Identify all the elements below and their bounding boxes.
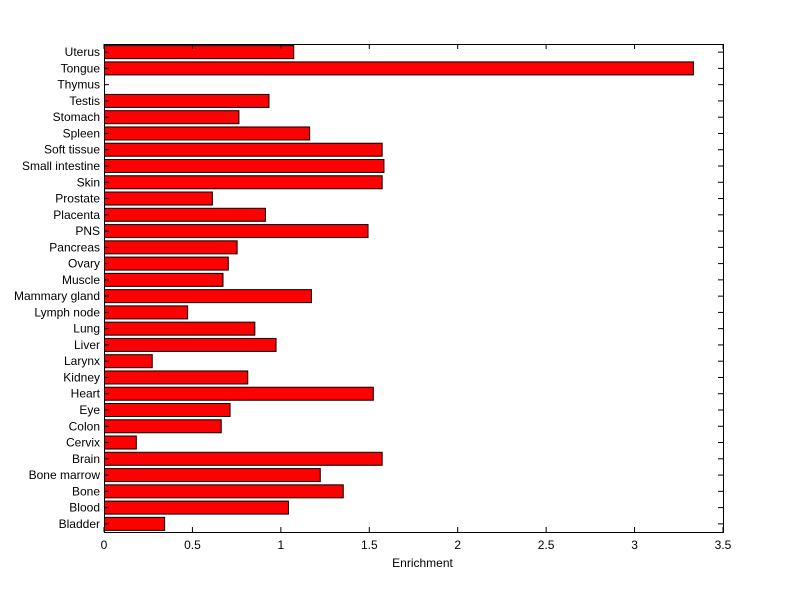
category-label: Blood [69, 501, 100, 515]
bar-eye [104, 402, 231, 417]
category-label: Testis [69, 94, 100, 108]
category-label: Colon [69, 419, 100, 433]
x-tick-label: 2 [454, 538, 461, 552]
bar-skin [104, 175, 383, 190]
bar-testis [104, 93, 270, 108]
bar-spleen [104, 126, 311, 141]
ticks-layer [103, 44, 724, 532]
bar-bladder [104, 516, 166, 531]
x-tick-label: 2.5 [538, 538, 555, 552]
category-label: Larynx [64, 354, 100, 368]
x-tick-label: 1 [278, 538, 285, 552]
bar-blood [104, 500, 289, 515]
bar-muscle [104, 272, 224, 287]
category-label: Cervix [66, 436, 100, 450]
bar-brain [104, 451, 383, 466]
bar-bone-marrow [104, 468, 321, 483]
bar-colon [104, 419, 222, 434]
bar-lung [104, 321, 256, 336]
bars-layer [104, 45, 694, 531]
category-label: Bone marrow [29, 468, 101, 482]
bar-tongue [104, 61, 694, 76]
x-tick-label: 0.5 [184, 538, 201, 552]
plot-area-frame [104, 44, 724, 533]
category-label: Small intestine [22, 159, 100, 173]
category-label: Thymus [57, 78, 100, 92]
category-label: Bladder [59, 517, 100, 531]
x-tick-label: 3.5 [715, 538, 732, 552]
category-label: Kidney [63, 370, 100, 384]
category-label: Heart [71, 387, 101, 401]
bar-kidney [104, 370, 249, 385]
x-axis-label: Enrichment [392, 556, 453, 570]
bar-ovary [104, 256, 229, 271]
bar-bone [104, 484, 344, 499]
bar-lymph-node [104, 305, 189, 320]
category-label: Spleen [63, 126, 100, 140]
category-label: PNS [75, 224, 100, 238]
bar-placenta [104, 207, 266, 222]
bar-mammary-gland [104, 289, 312, 304]
x-tick-label: 1.5 [361, 538, 378, 552]
category-label: Lung [73, 322, 100, 336]
x-tick-label: 0 [101, 538, 108, 552]
category-label: Uterus [65, 45, 100, 59]
x-tick-label: 3 [631, 538, 638, 552]
x-tick-labels: 0 0.5 1 1.5 2 2.5 3 3.5 [101, 538, 732, 552]
category-label: Eye [79, 403, 100, 417]
category-label: Liver [74, 338, 100, 352]
category-label: Mammary gland [14, 289, 100, 303]
category-label: Soft tissue [44, 143, 100, 157]
category-label: Ovary [68, 257, 100, 271]
bar-small-intestine [104, 158, 385, 174]
category-label: Brain [72, 452, 100, 466]
bar-pns [104, 224, 369, 239]
bar-soft-tissue [104, 142, 383, 157]
category-label: Prostate [55, 192, 100, 206]
category-label: Lymph node [34, 305, 100, 319]
bar-pancreas [104, 240, 238, 255]
bar-stomach [104, 110, 240, 125]
category-label: Skin [77, 175, 100, 189]
category-label: Pancreas [49, 240, 100, 254]
category-label: Bone [72, 484, 100, 498]
bar-prostate [104, 191, 213, 206]
bar-heart [104, 386, 374, 401]
bar-larynx [104, 354, 153, 369]
bar-liver [104, 337, 277, 352]
category-label: Muscle [62, 273, 100, 287]
category-labels: Bladder Blood Bone Bone marrow Brain Cervix Co… [14, 45, 101, 531]
bar-uterus [104, 45, 295, 60]
category-label: Placenta [53, 208, 100, 222]
category-label: Stomach [53, 110, 100, 124]
category-label: Tongue [61, 61, 101, 75]
bar-cervix [104, 435, 137, 450]
